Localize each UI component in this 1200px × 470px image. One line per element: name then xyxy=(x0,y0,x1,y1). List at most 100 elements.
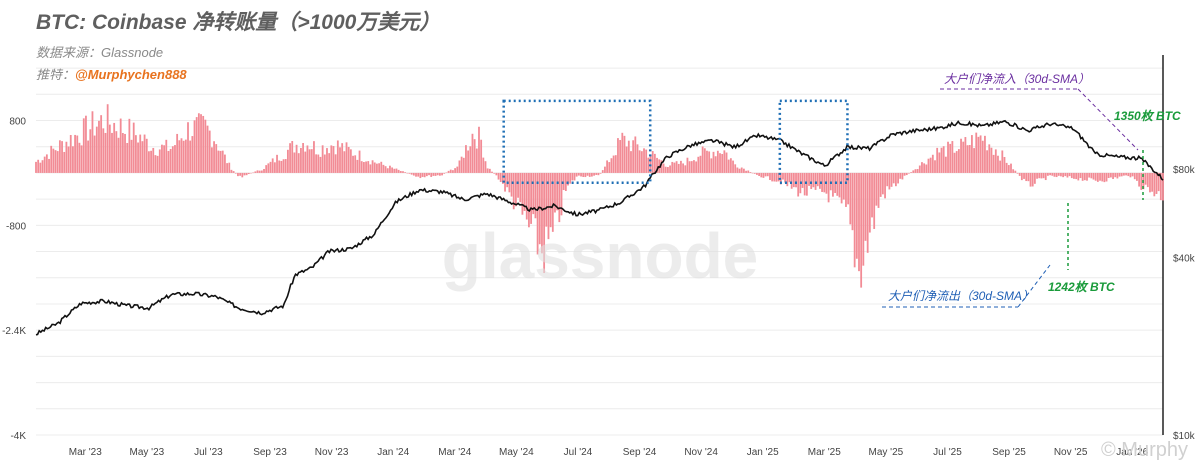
net-transfer-bar xyxy=(302,142,304,173)
net-transfer-bar xyxy=(54,150,57,173)
net-transfer-bar xyxy=(525,172,528,220)
net-transfer-bar xyxy=(132,122,135,173)
net-transfer-bar xyxy=(417,172,420,177)
net-transfer-bar xyxy=(1140,172,1143,190)
net-transfer-bar xyxy=(1033,172,1036,184)
net-transfer-bar xyxy=(226,163,228,173)
net-transfer-bar xyxy=(895,172,897,187)
net-transfer-bar xyxy=(176,133,179,173)
net-transfer-bar xyxy=(332,146,335,173)
net-transfer-bar xyxy=(213,141,215,173)
net-transfer-bar xyxy=(1123,172,1125,176)
outflow-leader xyxy=(1017,264,1051,308)
net-transfer-bar xyxy=(821,172,823,192)
net-transfer-bar xyxy=(562,172,565,191)
net-transfer-bar xyxy=(1070,172,1073,179)
net-transfer-bar xyxy=(575,172,578,177)
net-transfer-bar xyxy=(1149,172,1151,193)
net-transfer-bar xyxy=(588,172,591,177)
net-transfer-bar xyxy=(1099,172,1101,181)
net-transfer-bar xyxy=(764,172,767,177)
net-transfer-bar xyxy=(858,172,860,272)
net-transfer-bar xyxy=(349,149,352,173)
net-transfer-bar xyxy=(343,151,346,173)
net-transfer-bar xyxy=(847,172,850,205)
net-transfer-bar xyxy=(632,140,635,173)
net-transfer-bar xyxy=(1094,172,1097,181)
right-tick-label: $40k xyxy=(1173,254,1196,265)
net-transfer-bar xyxy=(977,136,980,173)
net-transfer-bar xyxy=(217,150,220,173)
net-transfer-bar xyxy=(845,172,847,207)
net-transfer-bar xyxy=(595,172,598,175)
net-transfer-bar xyxy=(697,156,700,173)
net-transfer-bar xyxy=(729,158,732,173)
net-transfer-bar xyxy=(98,120,100,173)
net-transfer-bar xyxy=(577,172,580,176)
net-transfer-bar xyxy=(1053,172,1056,177)
net-transfer-bar xyxy=(1090,172,1093,179)
net-transfer-bar xyxy=(660,160,663,173)
x-tick-label: Sep '25 xyxy=(992,447,1026,458)
net-transfer-bar xyxy=(612,155,615,173)
net-transfer-bar xyxy=(1018,172,1021,176)
net-transfer-bar xyxy=(864,172,867,241)
net-transfer-bar xyxy=(106,104,109,173)
net-transfer-bar xyxy=(284,159,287,173)
net-transfer-bar xyxy=(914,169,917,173)
net-transfer-bar xyxy=(406,172,409,174)
net-transfer-bar xyxy=(365,161,367,173)
net-transfer-bar xyxy=(645,149,648,173)
net-transfer-bar xyxy=(1036,172,1038,179)
net-transfer-bar xyxy=(245,172,248,176)
net-transfer-bar xyxy=(130,139,133,173)
net-transfer-bar xyxy=(758,172,761,176)
net-transfer-bar xyxy=(775,172,778,182)
net-transfer-bar xyxy=(512,172,515,210)
net-transfer-bar xyxy=(161,144,163,173)
net-transfer-bar xyxy=(315,154,318,173)
net-transfer-bar xyxy=(137,142,139,173)
net-transfer-bar xyxy=(321,145,324,173)
net-transfer-bar xyxy=(619,140,622,173)
net-transfer-bar xyxy=(189,140,192,173)
net-transfer-bar xyxy=(334,154,337,173)
net-transfer-bar xyxy=(87,140,90,173)
net-transfer-bar xyxy=(104,132,107,173)
net-transfer-bar xyxy=(851,172,854,231)
net-transfer-bar xyxy=(582,172,585,177)
net-transfer-bar xyxy=(723,150,726,173)
net-transfer-bar xyxy=(230,169,233,173)
net-transfer-bar xyxy=(803,172,806,196)
net-transfer-bar xyxy=(625,146,628,173)
net-transfer-bar xyxy=(1144,172,1147,185)
chart-source: 数据来源：Glassnode xyxy=(36,45,164,60)
net-transfer-bar xyxy=(206,125,209,173)
net-transfer-bar xyxy=(988,144,991,173)
net-transfer-bar xyxy=(984,135,986,173)
net-transfer-bar xyxy=(234,172,237,174)
net-transfer-bar xyxy=(1003,157,1006,173)
net-transfer-bar xyxy=(491,171,493,173)
net-transfer-bar xyxy=(773,172,776,182)
net-transfer-bar xyxy=(658,159,661,173)
net-transfer-bar xyxy=(545,172,548,227)
net-transfer-bar xyxy=(1103,172,1106,183)
net-transfer-bar xyxy=(1029,172,1032,187)
net-transfer-bar xyxy=(1120,172,1123,177)
net-transfer-bar xyxy=(662,163,665,173)
net-transfer-bar xyxy=(158,149,161,173)
x-tick-label: Jan '24 xyxy=(377,447,409,458)
net-transfer-bar xyxy=(412,172,415,176)
net-transfer-bar xyxy=(580,172,582,177)
net-transfer-bar xyxy=(402,171,404,173)
net-transfer-bar xyxy=(810,172,813,190)
net-transfer-bar xyxy=(495,172,498,176)
net-transfer-bar xyxy=(853,172,856,268)
net-transfer-bar xyxy=(1127,172,1130,177)
net-transfer-bar xyxy=(289,143,291,173)
net-transfer-bar xyxy=(371,160,374,173)
net-transfer-bar xyxy=(638,150,641,173)
net-transfer-bar xyxy=(981,140,984,173)
net-transfer-bar xyxy=(247,172,250,175)
